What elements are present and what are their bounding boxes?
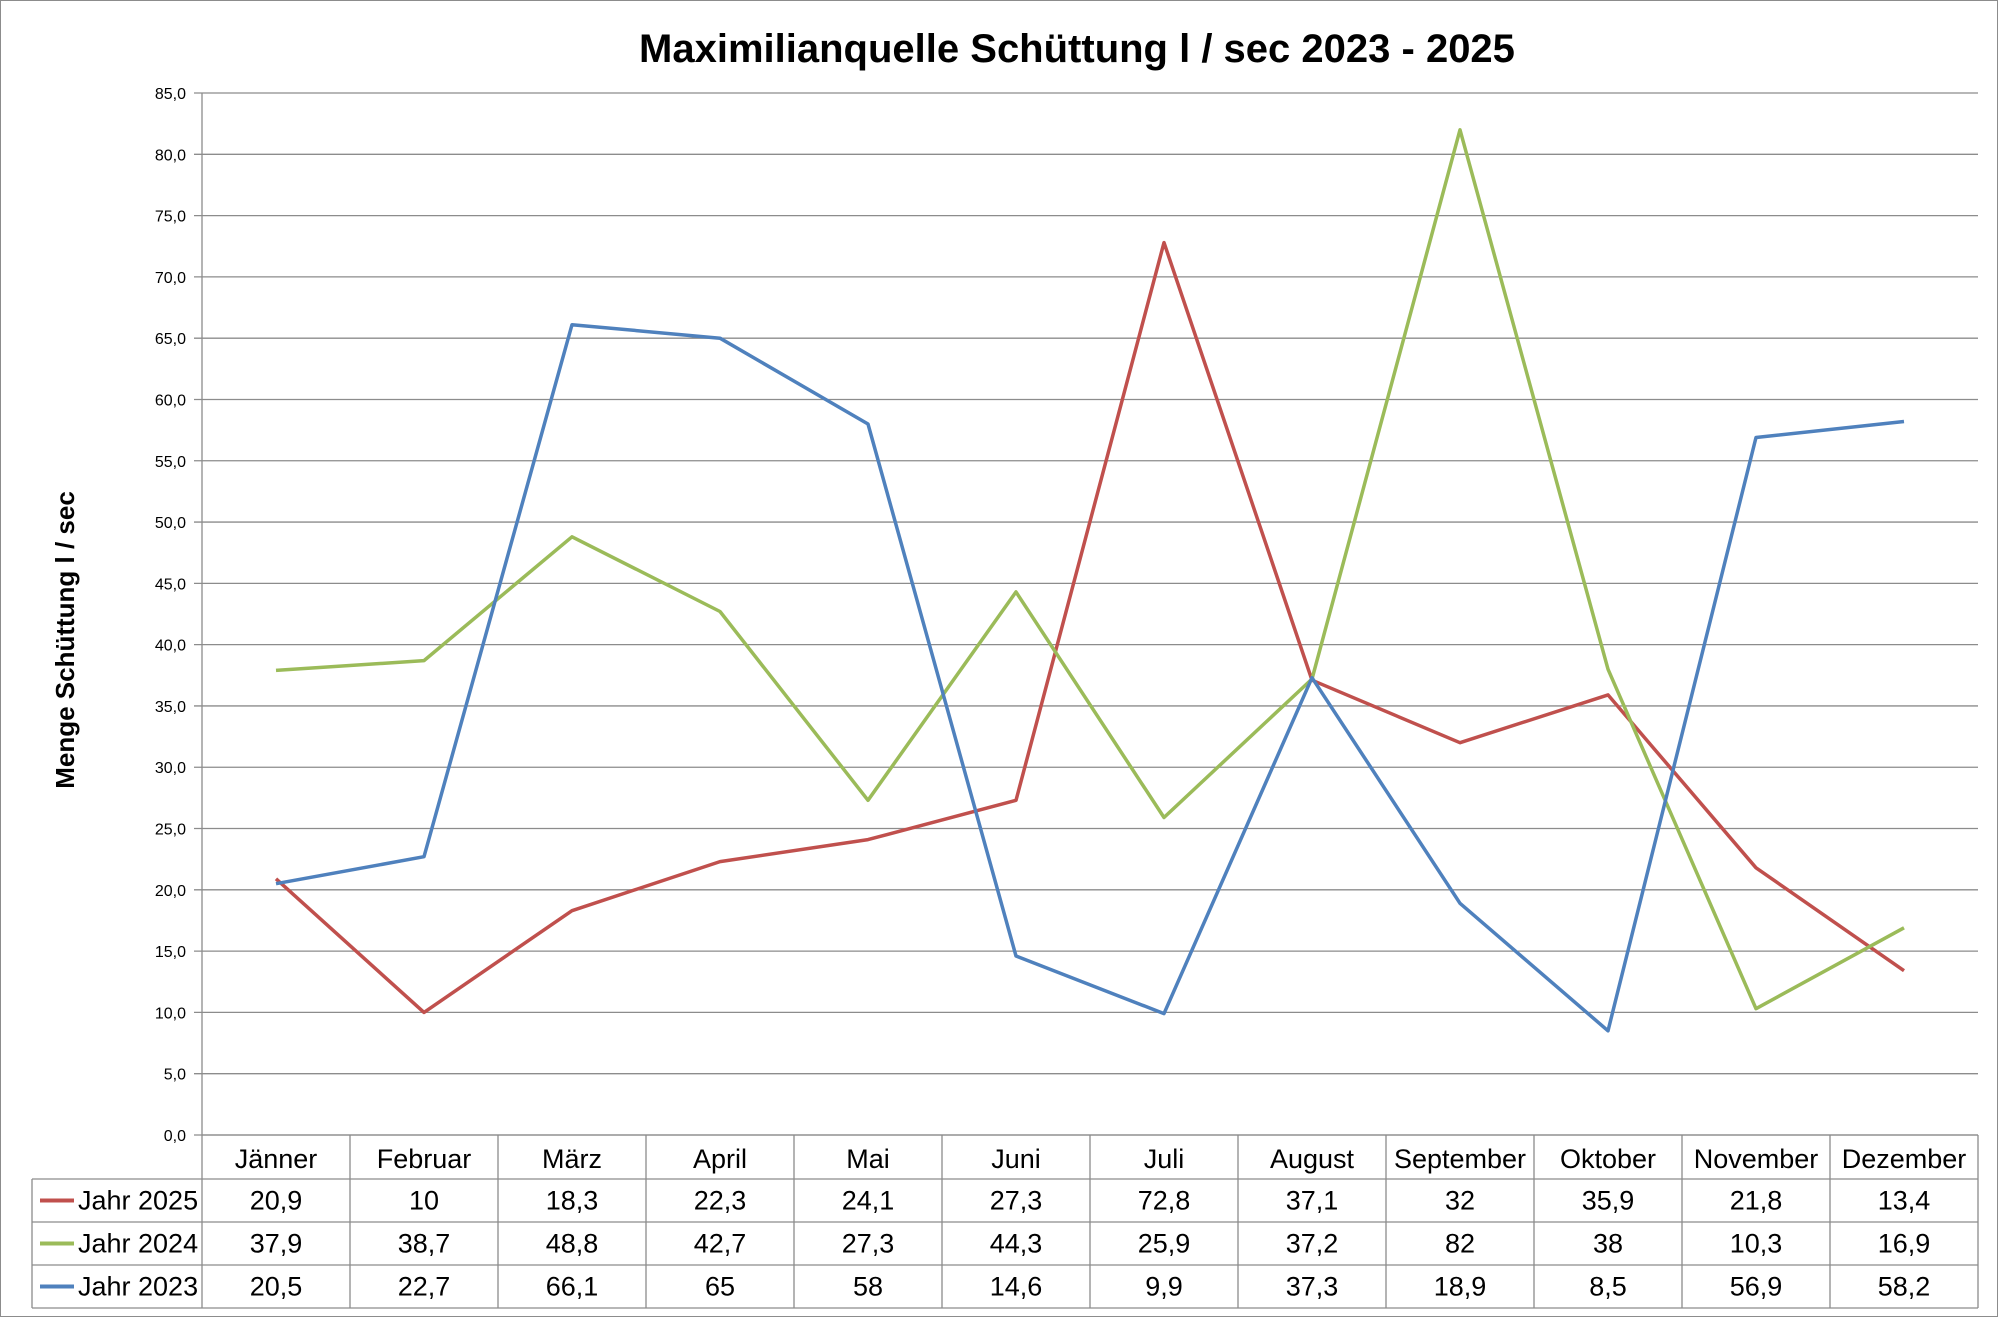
- y-tick-label: 75,0: [155, 209, 186, 226]
- y-tick-label: 15,0: [155, 944, 186, 961]
- y-tick-label: 5,0: [164, 1067, 186, 1084]
- y-tick-label: 30,0: [155, 760, 186, 777]
- data-table-cell: 13,4: [1878, 1186, 1931, 1216]
- data-table-cell: 44,3: [990, 1229, 1043, 1259]
- data-table-cell: 25,9: [1138, 1229, 1191, 1259]
- y-tick-label: 45,0: [155, 576, 186, 593]
- y-tick-label: 20,0: [155, 883, 186, 900]
- legend-series-name: Jahr 2025: [78, 1186, 198, 1216]
- data-table-cell: 32: [1445, 1186, 1475, 1216]
- data-table-cell: 14,6: [990, 1272, 1043, 1302]
- x-category-label: Oktober: [1560, 1144, 1656, 1174]
- y-tick-label: 50,0: [155, 515, 186, 532]
- x-category-label: Februar: [377, 1144, 472, 1174]
- legend-series-name: Jahr 2023: [78, 1272, 198, 1302]
- grid-layer: [194, 92, 1978, 1136]
- y-tick-label: 25,0: [155, 822, 186, 839]
- series-layer: [274, 128, 1905, 1033]
- y-tick-label: 0,0: [164, 1128, 186, 1145]
- data-table-cell: 37,1: [1286, 1186, 1339, 1216]
- data-table-cell: 38: [1593, 1229, 1623, 1259]
- y-tick-label: 10,0: [155, 1005, 186, 1022]
- data-table-cell: 16,9: [1878, 1229, 1931, 1259]
- data-table-cell: 27,3: [842, 1229, 895, 1259]
- data-table-cell: 58,2: [1878, 1272, 1931, 1302]
- x-category-label: Juni: [991, 1144, 1041, 1174]
- data-table-cell: 10: [409, 1186, 439, 1216]
- data-table-cell: 37,9: [250, 1229, 303, 1259]
- x-category-label: September: [1394, 1144, 1526, 1174]
- data-table-cell: 20,9: [250, 1186, 303, 1216]
- data-table-cell: 18,9: [1434, 1272, 1487, 1302]
- x-category-label: April: [693, 1144, 747, 1174]
- chart-title: Maximilianquelle Schüttung l / sec 2023 …: [639, 27, 1515, 71]
- data-table-cell: 20,5: [250, 1272, 303, 1302]
- data-table-cell: 37,2: [1286, 1229, 1339, 1259]
- x-category-label: November: [1694, 1144, 1819, 1174]
- legend-series-name: Jahr 2024: [78, 1229, 198, 1259]
- data-table-cell: 82: [1445, 1229, 1475, 1259]
- y-tick-label: 85,0: [155, 86, 186, 103]
- data-table-cell: 72,8: [1138, 1186, 1191, 1216]
- data-table-cell: 21,8: [1730, 1186, 1783, 1216]
- data-table-cell: 18,3: [546, 1186, 599, 1216]
- y-tick-label: 55,0: [155, 454, 186, 471]
- data-table-cell: 38,7: [398, 1229, 451, 1259]
- data-table-cell: 9,9: [1145, 1272, 1183, 1302]
- x-category-label: August: [1270, 1144, 1355, 1174]
- data-table-cell: 22,3: [694, 1186, 747, 1216]
- data-table-cell: 24,1: [842, 1186, 895, 1216]
- y-tick-label: 60,0: [155, 392, 186, 409]
- y-tick-label: 40,0: [155, 638, 186, 655]
- y-tick-label: 70,0: [155, 270, 186, 287]
- series-line-jahr-2025: [274, 240, 1905, 1015]
- data-table-cell: 27,3: [990, 1186, 1043, 1216]
- data-table: Jänner Februar März April Mai Juni Juli August S…: [31, 1134, 1979, 1309]
- x-category-label: Dezember: [1842, 1144, 1967, 1174]
- y-axis-label: Menge Schüttung l / sec: [50, 491, 80, 789]
- data-table-cell: 42,7: [694, 1229, 747, 1259]
- data-table-cell: 10,3: [1730, 1229, 1783, 1259]
- data-table-cell: 37,3: [1286, 1272, 1339, 1302]
- data-table-cell: 8,5: [1589, 1272, 1627, 1302]
- y-tick-layer: 0,0 5,0 10,0 15,0 20,0 25,0 30,0 35,0 40,0 45,0 50…: [155, 86, 186, 1145]
- x-category-label: Mai: [846, 1144, 890, 1174]
- series-line-jahr-2023: [275, 322, 1905, 1033]
- data-table-cell: 56,9: [1730, 1272, 1783, 1302]
- data-table-cell: 65: [705, 1272, 735, 1302]
- y-tick-label: 35,0: [155, 699, 186, 716]
- data-table-cell: 22,7: [398, 1272, 451, 1302]
- y-tick-label: 65,0: [155, 331, 186, 348]
- data-table-cell: 48,8: [546, 1229, 599, 1259]
- x-category-label: Juli: [1144, 1144, 1185, 1174]
- x-category-label: Jänner: [235, 1144, 318, 1174]
- y-tick-label: 80,0: [155, 147, 186, 164]
- data-table-cell: 35,9: [1582, 1186, 1635, 1216]
- data-table-cell: 66,1: [546, 1272, 599, 1302]
- series-line-jahr-2024: [275, 128, 1905, 1011]
- x-category-label: März: [542, 1144, 602, 1174]
- data-table-cell: 58: [853, 1272, 883, 1302]
